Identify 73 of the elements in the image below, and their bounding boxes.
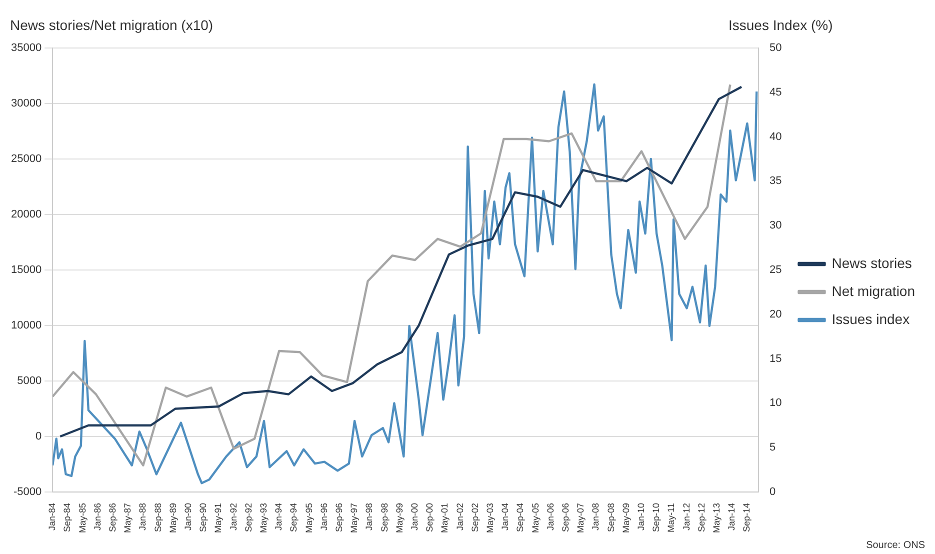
x-tick-label: May-07 xyxy=(576,502,586,534)
x-tick-label: Jan-02 xyxy=(454,502,465,531)
x-tick-label: Sep-84 xyxy=(62,502,72,532)
x-tick-label: May-05 xyxy=(530,502,540,534)
x-tick-label: Sep-08 xyxy=(606,502,616,532)
x-tick-label: May-95 xyxy=(304,502,314,534)
y2-tick-label: 15 xyxy=(770,352,782,365)
legend-label: Net migration xyxy=(832,282,916,299)
x-tick-label: Jan-92 xyxy=(228,502,238,531)
x-tick-label: May-89 xyxy=(168,502,178,534)
x-tick-label: Jan-00 xyxy=(409,502,420,531)
legend-label: Issues index xyxy=(832,310,910,327)
y-tick-label: 10000 xyxy=(10,320,42,332)
y2-tick-label: 40 xyxy=(770,130,782,143)
x-tick-label: Sep-06 xyxy=(560,502,570,532)
source-note: Source: ONS xyxy=(866,540,926,551)
y-tick-label: 35000 xyxy=(10,42,42,54)
x-tick-label: Jan-06 xyxy=(545,502,556,531)
y2-tick-label: 0 xyxy=(770,486,776,498)
x-tick-label: Jan-12 xyxy=(681,502,692,531)
x-tick-label: May-01 xyxy=(440,502,450,534)
y-tick-label: 20000 xyxy=(10,208,42,221)
x-tick-label: Jan-84 xyxy=(47,502,58,531)
x-tick-label: Sep-98 xyxy=(379,502,390,532)
y-tick-label: 0 xyxy=(35,430,42,443)
x-tick-label: Sep-88 xyxy=(152,502,163,532)
y2-tick-label: 30 xyxy=(770,220,782,232)
x-tick-label: Jan-04 xyxy=(500,502,510,531)
x-tick-label: Sep-96 xyxy=(334,502,344,532)
x-tick-label: May-03 xyxy=(484,502,495,534)
x-tick-label: May-99 xyxy=(394,502,404,534)
x-tick-label: Jan-08 xyxy=(590,502,601,531)
y-axis-title: News stories/Net migration (x10) xyxy=(10,17,214,33)
y-tick-label: 30000 xyxy=(10,98,42,110)
x-tick-label: Jan-90 xyxy=(182,502,193,531)
y-tick-label: -5000 xyxy=(13,486,42,498)
y2-tick-label: 25 xyxy=(770,264,782,276)
x-tick-label: Jan-94 xyxy=(274,502,284,531)
y-tick-label: 5000 xyxy=(17,375,42,388)
x-tick-label: May-93 xyxy=(258,502,268,534)
y-tick-label: 15000 xyxy=(10,264,42,276)
x-tick-label: Sep-90 xyxy=(198,502,208,532)
y2-tick-label: 20 xyxy=(770,308,782,320)
x-tick-label: Sep-02 xyxy=(470,502,480,532)
x-tick-label: Sep-14 xyxy=(742,502,752,532)
x-tick-label: Jan-96 xyxy=(318,502,329,531)
y2-axis-title: Issues Index (%) xyxy=(728,17,833,33)
x-tick-label: Jan-14 xyxy=(726,502,737,531)
x-tick-label: Sep-04 xyxy=(515,502,526,532)
y2-tick-label: 5 xyxy=(770,442,776,454)
x-tick-label: May-87 xyxy=(122,502,133,534)
x-tick-label: Sep-94 xyxy=(288,502,299,532)
x-tick-label: May-85 xyxy=(77,502,88,534)
legend-label: News stories xyxy=(832,254,912,271)
y2-tick-label: 10 xyxy=(770,397,782,410)
x-tick-label: Sep-12 xyxy=(696,502,706,532)
x-tick-label: May-09 xyxy=(620,502,631,534)
y2-tick-label: 50 xyxy=(770,42,782,54)
x-tick-label: Sep-00 xyxy=(424,502,435,532)
x-tick-label: May-97 xyxy=(349,502,360,534)
x-tick-label: Sep-86 xyxy=(107,502,118,532)
y2-tick-label: 35 xyxy=(770,175,782,188)
x-tick-label: May-13 xyxy=(711,502,722,534)
x-tick-label: May-91 xyxy=(213,502,224,534)
y2-tick-label: 45 xyxy=(770,86,782,98)
x-tick-label: Jan-88 xyxy=(138,502,148,531)
x-tick-label: Sep-10 xyxy=(651,502,662,532)
x-tick-label: Jan-86 xyxy=(92,502,102,531)
x-tick-label: Sep-92 xyxy=(243,502,254,532)
x-tick-label: May-11 xyxy=(666,502,676,532)
x-tick-label: Jan-98 xyxy=(364,502,374,531)
x-tick-label: Jan-10 xyxy=(636,502,646,531)
y-tick-label: 25000 xyxy=(10,153,42,166)
